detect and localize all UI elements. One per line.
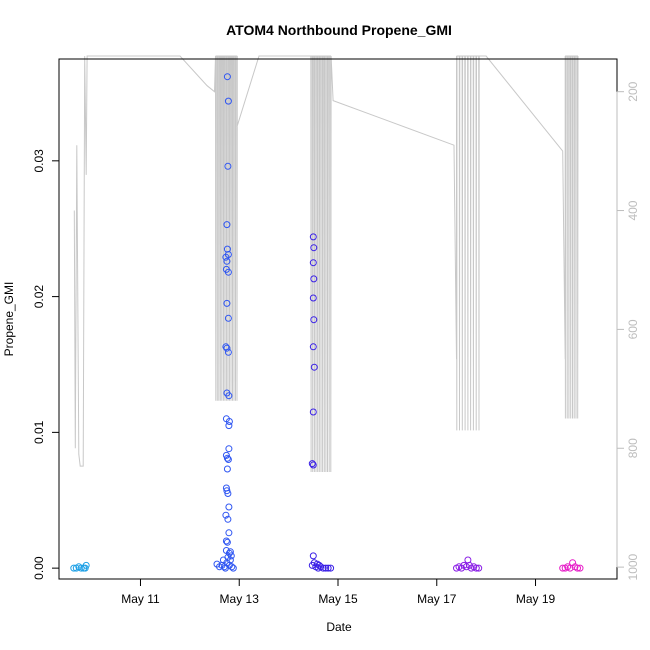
data-point bbox=[223, 221, 231, 229]
data-point bbox=[224, 97, 232, 105]
altitude-line bbox=[73, 55, 579, 473]
data-point bbox=[225, 392, 233, 400]
right-tick-label: 200 bbox=[626, 81, 640, 101]
data-point bbox=[224, 515, 232, 523]
data-point bbox=[224, 314, 232, 322]
y-tick-label: 0.03 bbox=[32, 149, 46, 173]
data-point bbox=[225, 503, 233, 511]
data-point bbox=[574, 564, 581, 572]
right-tick-label: 600 bbox=[626, 319, 640, 339]
data-point bbox=[223, 344, 231, 352]
data-point bbox=[310, 244, 318, 252]
data-point bbox=[70, 564, 78, 572]
altitude-trace bbox=[73, 55, 579, 473]
data-point bbox=[472, 564, 480, 572]
data-point bbox=[223, 257, 231, 265]
x-tick-label: May 19 bbox=[516, 592, 556, 606]
data-point bbox=[223, 454, 231, 462]
data-point bbox=[224, 162, 232, 170]
data-point bbox=[224, 553, 232, 561]
data-point bbox=[228, 563, 236, 571]
data-point bbox=[308, 561, 316, 569]
data-point bbox=[226, 548, 234, 556]
data-point bbox=[309, 259, 317, 267]
data-point bbox=[225, 445, 233, 453]
data-point bbox=[322, 564, 330, 572]
data-point bbox=[475, 564, 483, 572]
right-tick-label: 800 bbox=[626, 438, 640, 458]
data-point bbox=[224, 456, 232, 463]
y-tick-label: 0.02 bbox=[32, 285, 46, 309]
right-tick-label: 400 bbox=[626, 200, 640, 220]
data-point bbox=[315, 561, 323, 569]
data-point bbox=[225, 418, 233, 425]
data-point bbox=[313, 560, 321, 568]
data-point bbox=[223, 538, 231, 546]
right-tick-label: 1000 bbox=[626, 553, 640, 580]
data-point bbox=[309, 408, 317, 416]
data-point bbox=[224, 268, 232, 276]
data-point bbox=[224, 490, 232, 497]
data-point bbox=[222, 343, 230, 351]
x-tick-label: May 13 bbox=[220, 592, 260, 606]
data-point bbox=[576, 564, 584, 572]
data-point bbox=[309, 343, 317, 351]
data-point bbox=[229, 564, 237, 572]
data-point bbox=[225, 529, 233, 537]
data-point bbox=[559, 564, 567, 572]
data-point bbox=[309, 461, 317, 469]
data-point bbox=[223, 73, 231, 81]
data-point bbox=[309, 233, 317, 241]
data-point bbox=[222, 547, 230, 554]
data-point bbox=[327, 564, 335, 572]
right-axis: 200 400 600 800 1000 bbox=[616, 81, 640, 580]
y-axis: 0.00 0.01 0.02 0.03 bbox=[32, 149, 60, 580]
data-point bbox=[324, 564, 332, 572]
x-tick-label: May 15 bbox=[318, 592, 358, 606]
x-axis-label: Date bbox=[326, 620, 352, 634]
data-point bbox=[225, 422, 233, 430]
data-point bbox=[224, 348, 232, 356]
data-point bbox=[223, 465, 231, 473]
data-point bbox=[309, 294, 317, 302]
data-point bbox=[308, 460, 316, 468]
data-point bbox=[223, 299, 231, 307]
data-point bbox=[222, 253, 230, 261]
data-points bbox=[70, 73, 584, 572]
data-point bbox=[310, 275, 318, 283]
x-axis: May 11 May 13 May 15 May 17 May 19 bbox=[121, 578, 556, 606]
data-point bbox=[309, 552, 317, 560]
plot-box bbox=[58, 58, 618, 580]
data-point bbox=[222, 511, 230, 519]
data-point bbox=[310, 363, 318, 371]
chart-title: ATOM4 Northbound Propene_GMI bbox=[226, 22, 452, 38]
data-point bbox=[310, 316, 318, 324]
y-tick-label: 0.01 bbox=[32, 420, 46, 444]
y-tick-label: 0.00 bbox=[32, 556, 46, 580]
data-point bbox=[222, 537, 230, 545]
x-tick-label: May 17 bbox=[417, 592, 457, 606]
data-point bbox=[81, 564, 89, 572]
x-tick-label: May 11 bbox=[121, 592, 160, 606]
y-axis-label: Propene_GMI bbox=[2, 282, 16, 357]
